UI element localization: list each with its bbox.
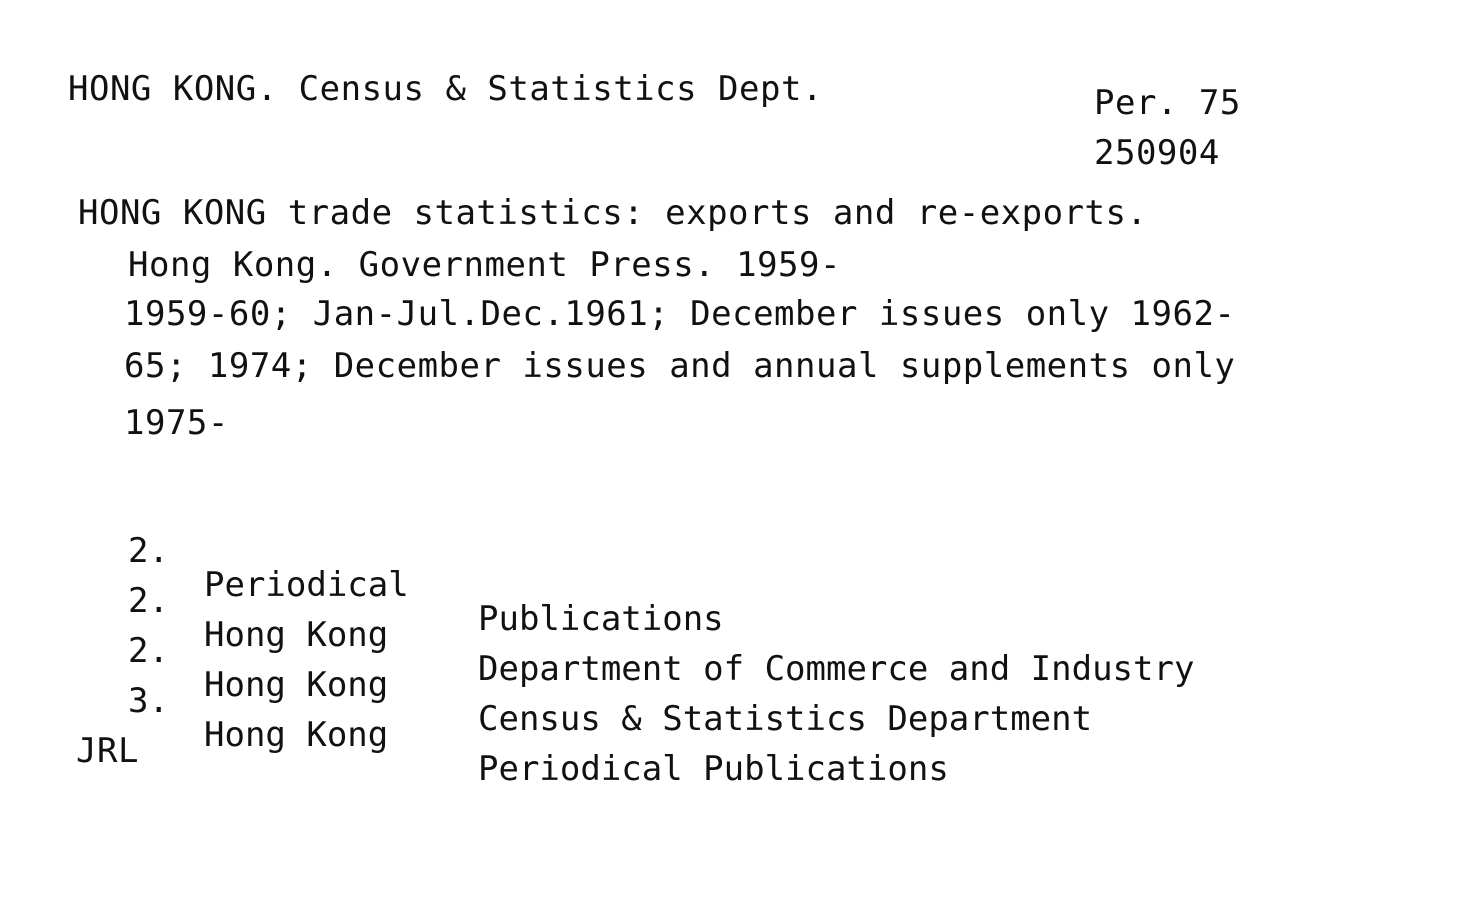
holdings-line: 1959-60; Jan-Jul.Dec.1961; December issu…: [124, 294, 1236, 334]
cataloger-initials: JRL: [76, 731, 139, 771]
tracing-number: 2.: [128, 531, 169, 571]
tracing-number: 2.: [128, 631, 169, 671]
tracing-entry: 2. Hong Kong Census & Statistics Departm…: [128, 600, 1092, 770]
tracing-heading: Hong Kong: [204, 665, 389, 705]
accession-number: 250904: [1094, 133, 1220, 173]
tracing-entry: 2. Hong Kong Department of Commerce and …: [128, 550, 1194, 720]
tracing-entry: 2. Periodical Publications: [128, 500, 724, 670]
tracing-heading: Periodical: [204, 565, 409, 605]
tracing-heading: Hong Kong: [204, 715, 389, 755]
tracing-entry: 3. Hong Kong Periodical Publications: [128, 650, 949, 820]
tracing-subheading: Department of Commerce and Industry: [478, 649, 1195, 689]
holdings-line: 65; 1974; December issues and annual sup…: [124, 346, 1236, 386]
shelf-mark: Per. 75: [1094, 83, 1241, 123]
tracing-subheading: Periodical Publications: [478, 749, 949, 789]
tracing-subheading: Census & Statistics Department: [478, 699, 1093, 739]
imprint: Hong Kong. Government Press. 1959-: [128, 245, 841, 285]
holdings-line: 1975-: [124, 403, 229, 443]
tracing-number: 2.: [128, 581, 169, 621]
tracing-heading: Hong Kong: [204, 615, 389, 655]
title-statement: HONG KONG trade statistics: exports and …: [78, 193, 1148, 233]
main-entry-heading: HONG KONG. Census & Statistics Dept.: [68, 69, 823, 109]
tracing-subheading: Publications: [478, 599, 724, 639]
tracing-number: 3.: [128, 681, 169, 721]
